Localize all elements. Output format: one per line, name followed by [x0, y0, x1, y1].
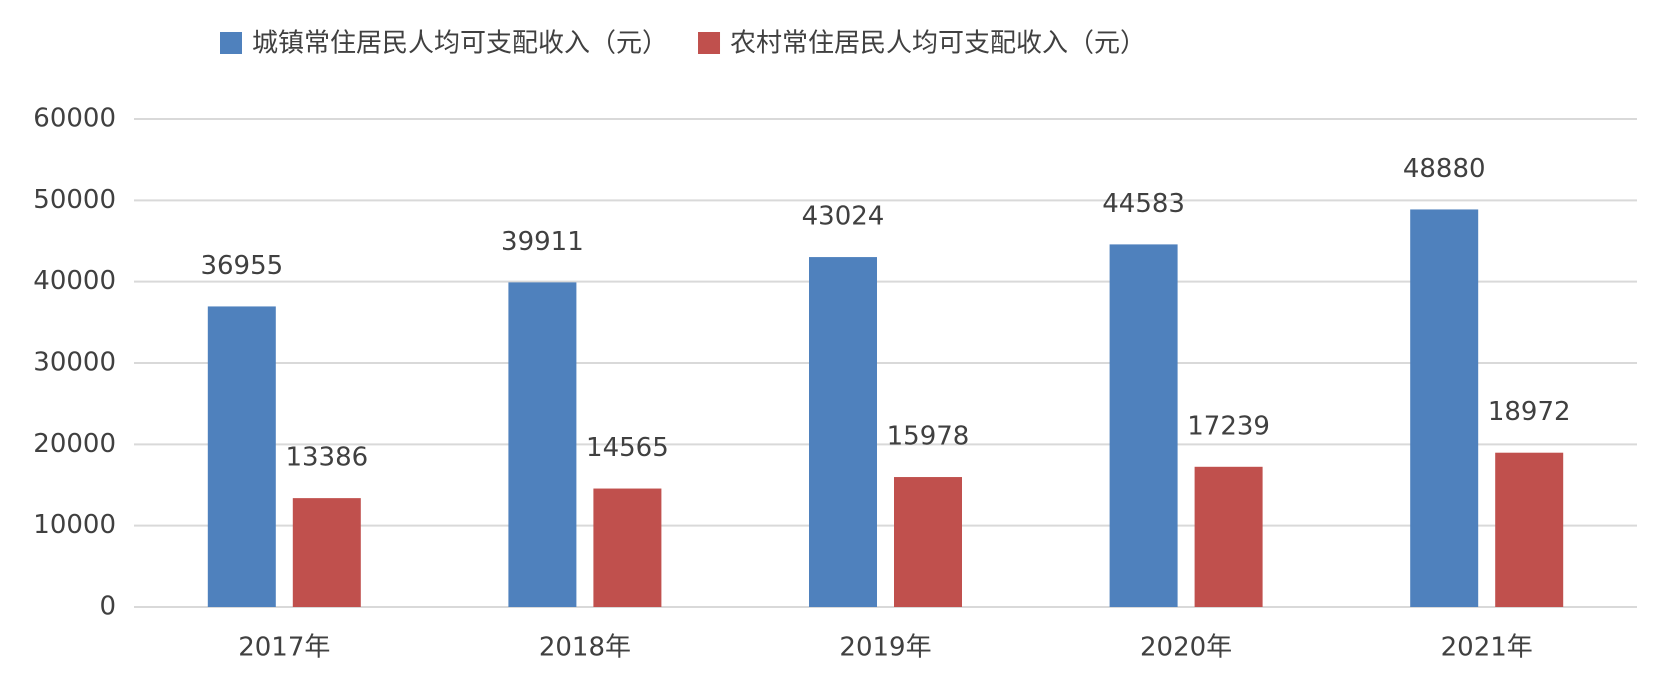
- legend-label: 农村常住居民人均可支配收入（元）: [730, 29, 1146, 59]
- bar: [508, 282, 577, 607]
- bar: [593, 488, 662, 607]
- bar: [894, 477, 962, 607]
- data-label: 48880: [1403, 154, 1486, 184]
- bar: [1410, 209, 1479, 607]
- bar: [1495, 452, 1564, 607]
- legend-swatch: [220, 32, 242, 54]
- data-label: 13386: [285, 443, 368, 473]
- y-tick-label: 50000: [33, 185, 116, 215]
- y-tick-label: 60000: [33, 104, 116, 134]
- bar: [809, 257, 877, 607]
- bar: [207, 306, 276, 607]
- data-label: 39911: [501, 227, 584, 257]
- y-tick-label: 0: [99, 592, 116, 622]
- x-tick-label: 2020年: [1140, 633, 1232, 663]
- data-label: 18972: [1488, 397, 1571, 427]
- x-tick-label: 2018年: [539, 633, 631, 663]
- y-tick-label: 10000: [33, 510, 116, 540]
- data-label: 43024: [802, 202, 885, 232]
- bar: [292, 498, 361, 607]
- y-tick-label: 30000: [33, 348, 116, 378]
- x-tick-label: 2019年: [839, 633, 931, 663]
- data-label: 17239: [1187, 411, 1270, 441]
- legend-swatch: [698, 32, 721, 54]
- data-label: 36955: [200, 251, 283, 281]
- y-tick-label: 40000: [33, 266, 116, 296]
- y-tick-label: 20000: [33, 429, 116, 459]
- bar: [1109, 244, 1178, 607]
- bar: [1194, 466, 1263, 607]
- legend-label: 城镇常住居民人均可支配收入（元）: [252, 29, 668, 59]
- data-label: 44583: [1102, 189, 1185, 219]
- x-tick-label: 2021年: [1441, 633, 1533, 663]
- data-label: 15978: [887, 422, 970, 452]
- data-label: 14565: [586, 433, 669, 463]
- x-tick-label: 2017年: [238, 633, 330, 663]
